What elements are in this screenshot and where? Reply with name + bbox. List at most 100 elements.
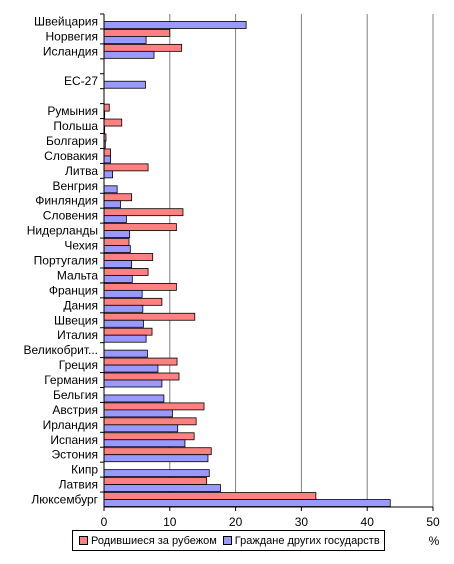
- bar-born-abroad: [103, 372, 180, 381]
- bar-born-abroad: [103, 163, 149, 172]
- bar-born-abroad: [103, 402, 205, 411]
- bar-foreign-citizens: [103, 200, 121, 209]
- category-label: Швейцария: [34, 14, 98, 28]
- x-tick-label: 50: [426, 515, 440, 529]
- bar-born-abroad: [103, 417, 197, 426]
- bar-born-abroad: [103, 29, 171, 37]
- bar-born-abroad: [103, 118, 123, 127]
- category-label: Польша: [53, 119, 98, 133]
- category-label: Великобрит...: [24, 343, 98, 357]
- category-label: Греция: [59, 358, 98, 372]
- category-label: Швеция: [54, 313, 98, 327]
- bar-born-abroad: [103, 447, 212, 456]
- category-label: Дания: [63, 298, 98, 312]
- bar-born-abroad: [103, 477, 208, 485]
- bar-foreign-citizens: [103, 484, 221, 492]
- bar-foreign-citizens: [103, 36, 147, 44]
- category-label: Ирландия: [43, 418, 98, 432]
- bar-foreign-citizens: [103, 364, 159, 373]
- bar-foreign-citizens: [103, 334, 147, 343]
- bar-born-abroad: [103, 43, 183, 52]
- bar-born-abroad: [103, 268, 149, 276]
- bar-born-abroad: [103, 208, 184, 217]
- bar-foreign-citizens: [103, 155, 111, 164]
- bar-born-abroad: [103, 223, 177, 232]
- category-label: Эстония: [52, 448, 99, 462]
- bar-born-abroad: [103, 327, 153, 336]
- x-axis-unit: %: [429, 534, 440, 548]
- category-label: Люксембург: [31, 493, 98, 507]
- bars: [103, 21, 391, 507]
- bar-foreign-citizens: [103, 304, 144, 313]
- bar-foreign-citizens: [103, 289, 143, 298]
- bar-foreign-citizens: [103, 215, 127, 224]
- bar-foreign-citizens: [103, 424, 179, 433]
- category-label: Болгария: [46, 134, 98, 148]
- category-label: Германия: [44, 373, 98, 387]
- category-label: Финляндия: [35, 194, 98, 208]
- category-label: Мальта: [57, 268, 98, 282]
- legend-item-foreign-citizens: Граждане других государств: [222, 534, 380, 547]
- bar-born-abroad: [103, 492, 317, 500]
- category-label: Кипр: [71, 463, 98, 477]
- bar-born-abroad: [103, 357, 178, 366]
- bar-foreign-citizens: [103, 260, 133, 268]
- bar-foreign-citizens: [103, 185, 118, 194]
- legend-item-born-abroad: Родившиеся за рубежом: [79, 535, 217, 547]
- category-label: Исландия: [43, 44, 98, 58]
- bar-foreign-citizens: [103, 439, 186, 448]
- category-label: Франция: [49, 283, 98, 297]
- bar-foreign-citizens: [103, 170, 113, 179]
- x-ticks: 0 10 20 30 40 50: [101, 507, 440, 529]
- bar-foreign-citizens: [103, 469, 210, 478]
- category-label: Бельгия: [53, 388, 98, 402]
- bar-foreign-citizens: [103, 275, 133, 283]
- category-label: Литва: [65, 164, 98, 178]
- legend-label-foreign-citizens: Граждане других государств: [234, 534, 380, 547]
- bar-foreign-citizens: [103, 50, 155, 59]
- x-tick-label: 10: [163, 515, 177, 529]
- x-tick-label: 30: [295, 515, 309, 529]
- x-tick-label: 40: [361, 515, 375, 529]
- bar-born-abroad: [103, 103, 110, 112]
- category-label: Португалия: [34, 254, 98, 268]
- category-label: Венгрия: [52, 179, 98, 193]
- bar-born-abroad: [103, 253, 154, 261]
- bar-foreign-citizens: [103, 80, 146, 89]
- bar-born-abroad: [103, 432, 195, 441]
- category-label: Австрия: [52, 403, 98, 417]
- bar-born-abroad: [103, 282, 177, 291]
- bar-foreign-citizens: [103, 319, 144, 328]
- x-tick-label: 0: [101, 515, 108, 529]
- legend-label-born-abroad: Родившиеся за рубежом: [91, 534, 217, 547]
- bar-foreign-citizens: [103, 499, 391, 507]
- bar-foreign-citizens: [103, 379, 163, 388]
- bar-born-abroad: [103, 238, 130, 246]
- bar-born-abroad: [103, 193, 133, 202]
- bar-foreign-citizens: [103, 394, 165, 403]
- bar-foreign-citizens: [103, 230, 131, 239]
- bar-foreign-citizens: [103, 21, 247, 29]
- legend-swatch-born-abroad: [79, 536, 88, 545]
- category-label: Италия: [57, 328, 98, 342]
- category-label: Румыния: [47, 104, 98, 118]
- category-label: Нидерланды: [27, 224, 98, 238]
- legend-swatch-foreign-citizens: [222, 536, 232, 545]
- x-tick-label: 20: [229, 515, 243, 529]
- legend: Родившиеся за рубежом Граждане других го…: [72, 530, 385, 551]
- category-label: Испания: [50, 433, 98, 447]
- category-label: Норвегия: [45, 29, 98, 43]
- bar-foreign-citizens: [103, 454, 209, 463]
- bar-foreign-citizens: [103, 409, 173, 418]
- category-label: Чехия: [64, 239, 98, 253]
- bar-foreign-citizens: [103, 349, 148, 358]
- category-label: Словакия: [44, 149, 98, 163]
- bar-born-abroad: [103, 312, 196, 321]
- bar-born-abroad: [103, 297, 163, 306]
- bar-born-abroad: [103, 148, 111, 157]
- bar-foreign-citizens: [103, 245, 131, 253]
- category-label: ЕС-27: [64, 74, 98, 88]
- category-label: Словения: [43, 209, 98, 223]
